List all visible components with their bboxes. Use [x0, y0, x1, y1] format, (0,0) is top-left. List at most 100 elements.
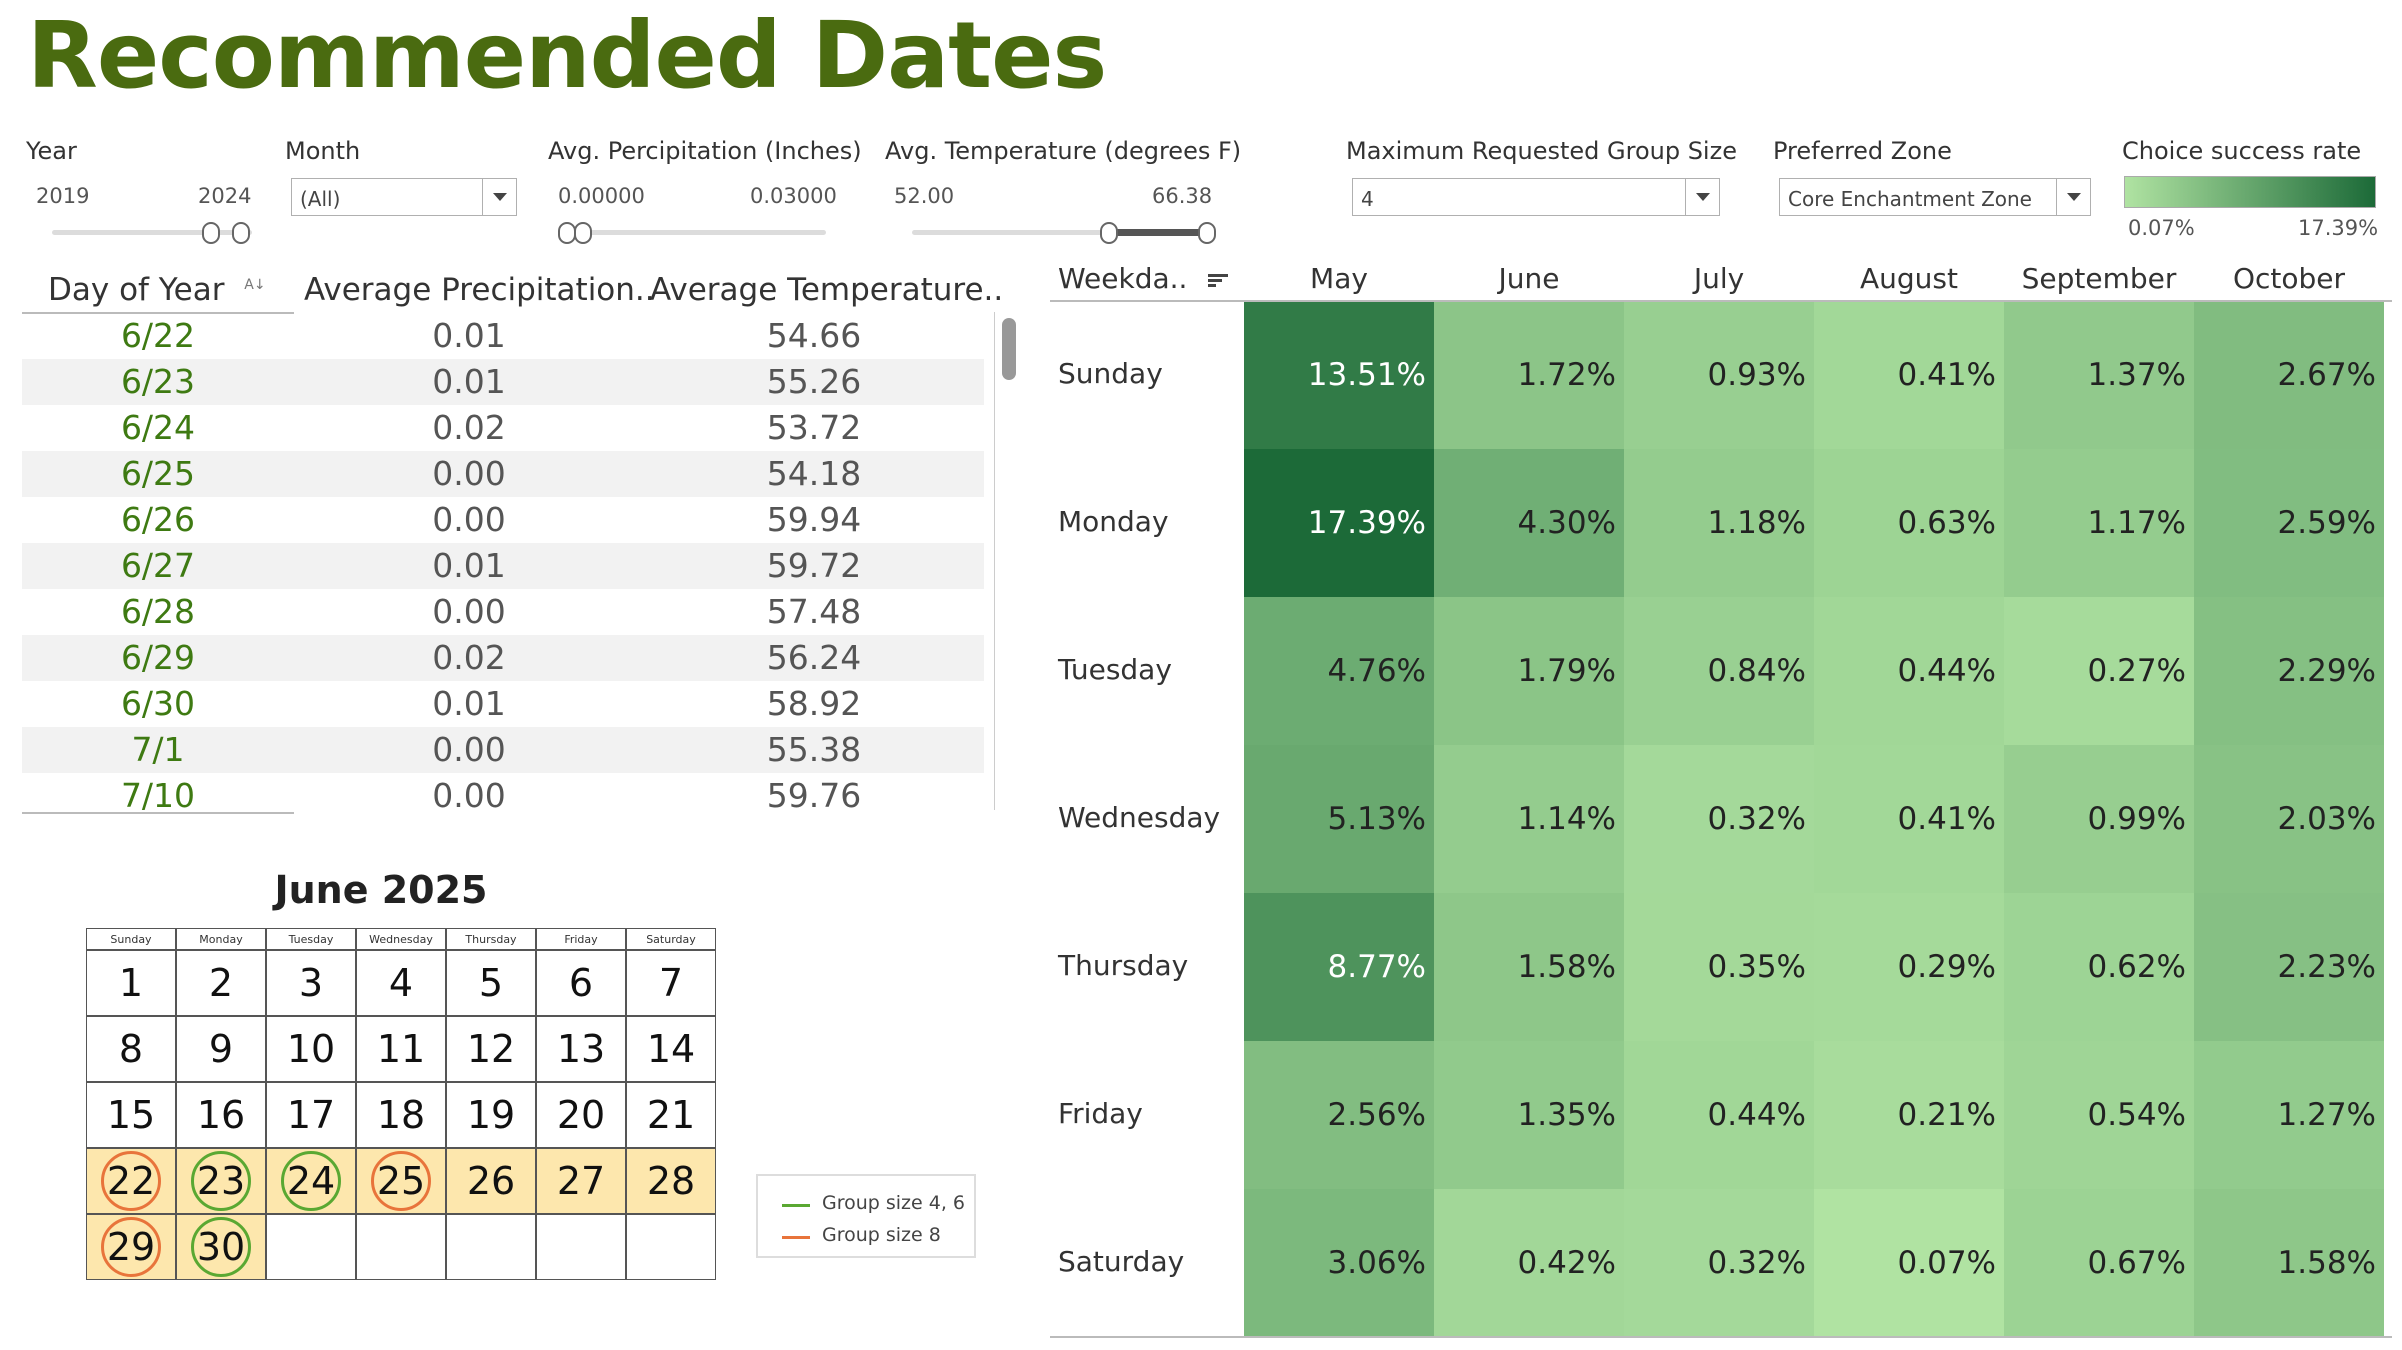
- chevron-down-icon[interactable]: [1685, 179, 1719, 215]
- heatmap-column-header[interactable]: October: [2232, 262, 2346, 295]
- heatmap-cell[interactable]: 1.37%: [2004, 301, 2194, 449]
- heatmap-cell[interactable]: 1.72%: [1434, 301, 1624, 449]
- heatmap-cell[interactable]: 0.29%: [1814, 893, 2004, 1041]
- heatmap-cell[interactable]: 1.18%: [1624, 449, 1814, 597]
- heatmap-cell[interactable]: 0.44%: [1814, 597, 2004, 745]
- heatmap-cell[interactable]: 5.13%: [1244, 745, 1434, 893]
- heatmap-cell[interactable]: 1.14%: [1434, 745, 1624, 893]
- heatmap-cell[interactable]: 2.29%: [2194, 597, 2384, 745]
- chevron-down-icon[interactable]: [2056, 179, 2090, 215]
- heatmap-cell[interactable]: 2.03%: [2194, 745, 2384, 893]
- heatmap-cell[interactable]: 0.41%: [1814, 745, 2004, 893]
- heatmap-cell[interactable]: 2.67%: [2194, 301, 2384, 449]
- year-slider-min-handle[interactable]: [202, 222, 220, 244]
- heatmap-cell[interactable]: 1.35%: [1434, 1041, 1624, 1189]
- heatmap-cell[interactable]: 0.99%: [2004, 745, 2194, 893]
- heatmap-cell[interactable]: 0.41%: [1814, 301, 2004, 449]
- table-row[interactable]: 6/30 0.01 58.92: [22, 681, 984, 727]
- heatmap-row-label[interactable]: Wednesday: [1058, 801, 1221, 834]
- avg-temperature-cell: 59.72: [766, 546, 862, 585]
- heatmap-row-label[interactable]: Thursday: [1058, 949, 1189, 982]
- precip-filter-label: Avg. Percipitation (Inches): [548, 137, 862, 165]
- heatmap-cell[interactable]: 4.76%: [1244, 597, 1434, 745]
- column-header-day-of-year[interactable]: Day of Year A↓: [48, 272, 266, 308]
- heatmap-row-header[interactable]: Weekda..: [1058, 262, 1229, 295]
- avg-temperature-cell: 55.38: [766, 730, 862, 769]
- column-header-avg-precipitation[interactable]: Average Precipitation..: [304, 272, 655, 308]
- table-scrollbar-thumb[interactable]: [1002, 318, 1016, 380]
- day-of-year-cell: 6/23: [120, 362, 196, 401]
- heatmap-cell[interactable]: 0.32%: [1624, 1189, 1814, 1337]
- heatmap-row-label[interactable]: Monday: [1058, 505, 1169, 538]
- group-size-dropdown[interactable]: 4: [1352, 178, 1720, 216]
- table-row[interactable]: 7/10 0.00 59.76: [22, 773, 984, 819]
- heatmap-cell[interactable]: 1.58%: [1434, 893, 1624, 1041]
- heatmap-cell[interactable]: 0.67%: [2004, 1189, 2194, 1337]
- heatmap-cell[interactable]: 13.51%: [1244, 301, 1434, 449]
- heatmap-cell[interactable]: 0.35%: [1624, 893, 1814, 1041]
- heatmap-cell[interactable]: 1.58%: [2194, 1189, 2384, 1337]
- heatmap-cell[interactable]: 3.06%: [1244, 1189, 1434, 1337]
- heatmap-cell[interactable]: 2.59%: [2194, 449, 2384, 597]
- day-of-year-cell: 6/27: [120, 546, 196, 585]
- heatmap-cell[interactable]: 0.54%: [2004, 1041, 2194, 1189]
- chevron-down-icon[interactable]: [482, 179, 516, 215]
- sort-icon[interactable]: [1208, 272, 1229, 289]
- heatmap-column-header[interactable]: September: [2021, 262, 2177, 295]
- table-scrollbar[interactable]: [994, 312, 1020, 810]
- table-row[interactable]: 6/29 0.02 56.24: [22, 635, 984, 681]
- heatmap-cell[interactable]: 0.44%: [1624, 1041, 1814, 1189]
- temperature-slider-track[interactable]: [912, 230, 1212, 235]
- year-slider-max-handle[interactable]: [232, 222, 250, 244]
- heatmap-column-header[interactable]: July: [1693, 262, 1745, 295]
- table-row[interactable]: 6/22 0.01 54.66: [22, 313, 984, 359]
- heatmap-cell[interactable]: 2.23%: [2194, 893, 2384, 1041]
- heatmap-cell[interactable]: 0.84%: [1624, 597, 1814, 745]
- table-row[interactable]: 6/26 0.00 59.94: [22, 497, 984, 543]
- precip-min-value: 0.00000: [558, 184, 645, 208]
- heatmap-cell[interactable]: 0.21%: [1814, 1041, 2004, 1189]
- heatmap-cell[interactable]: 0.63%: [1814, 449, 2004, 597]
- heatmap-bottom-divider: [1050, 1336, 2392, 1338]
- heatmap-cell[interactable]: 0.07%: [1814, 1189, 2004, 1337]
- heatmap-column-header[interactable]: June: [1498, 262, 1560, 295]
- calendar-day: 23: [176, 1148, 266, 1214]
- zone-dropdown[interactable]: Core Enchantment Zone: [1779, 178, 2091, 216]
- heatmap-cell[interactable]: 1.79%: [1434, 597, 1624, 745]
- calendar-day: [536, 1214, 626, 1280]
- table-row[interactable]: 6/27 0.01 59.72: [22, 543, 984, 589]
- heatmap-cell[interactable]: 4.30%: [1434, 449, 1624, 597]
- heatmap-column-header[interactable]: May: [1310, 262, 1368, 295]
- heatmap-cell[interactable]: 0.27%: [2004, 597, 2194, 745]
- heatmap-cell[interactable]: 0.93%: [1624, 301, 1814, 449]
- column-header-avg-temperature[interactable]: Average Temperature..: [650, 272, 1004, 308]
- heatmap-cell[interactable]: 1.27%: [2194, 1041, 2384, 1189]
- heatmap-cell[interactable]: 1.17%: [2004, 449, 2194, 597]
- table-row[interactable]: 6/23 0.01 55.26: [22, 359, 984, 405]
- heatmap-row-label[interactable]: Tuesday: [1058, 653, 1172, 686]
- precip-slider-max-handle[interactable]: [574, 222, 592, 244]
- heatmap-cell[interactable]: 0.32%: [1624, 745, 1814, 893]
- calendar-day: 17: [266, 1082, 356, 1148]
- heatmap-cell[interactable]: 8.77%: [1244, 893, 1434, 1041]
- heatmap-row-label[interactable]: Friday: [1058, 1097, 1143, 1130]
- heatmap-cell[interactable]: 0.62%: [2004, 893, 2194, 1041]
- table-row[interactable]: 6/28 0.00 57.48: [22, 589, 984, 635]
- precip-slider-track[interactable]: [558, 230, 826, 235]
- year-slider-track[interactable]: [52, 230, 252, 235]
- heatmap-cell[interactable]: 0.42%: [1434, 1189, 1624, 1337]
- heatmap-cell[interactable]: 2.56%: [1244, 1041, 1434, 1189]
- temperature-slider-min-handle[interactable]: [1100, 222, 1118, 244]
- table-row[interactable]: 7/1 0.00 55.38: [22, 727, 984, 773]
- calendar-day: 4: [356, 950, 446, 1016]
- heatmap-row-label[interactable]: Sunday: [1058, 357, 1163, 390]
- heatmap-row-label[interactable]: Saturday: [1058, 1245, 1185, 1278]
- temperature-slider-max-handle[interactable]: [1198, 222, 1216, 244]
- table-row[interactable]: 6/25 0.00 54.18: [22, 451, 984, 497]
- table-row[interactable]: 6/24 0.02 53.72: [22, 405, 984, 451]
- sort-ascending-icon[interactable]: A↓: [244, 276, 266, 293]
- heatmap-column-header[interactable]: August: [1860, 262, 1958, 295]
- avg-temperature-cell: 53.72: [766, 408, 862, 447]
- heatmap-cell[interactable]: 17.39%: [1244, 449, 1434, 597]
- month-dropdown[interactable]: (All): [291, 178, 517, 216]
